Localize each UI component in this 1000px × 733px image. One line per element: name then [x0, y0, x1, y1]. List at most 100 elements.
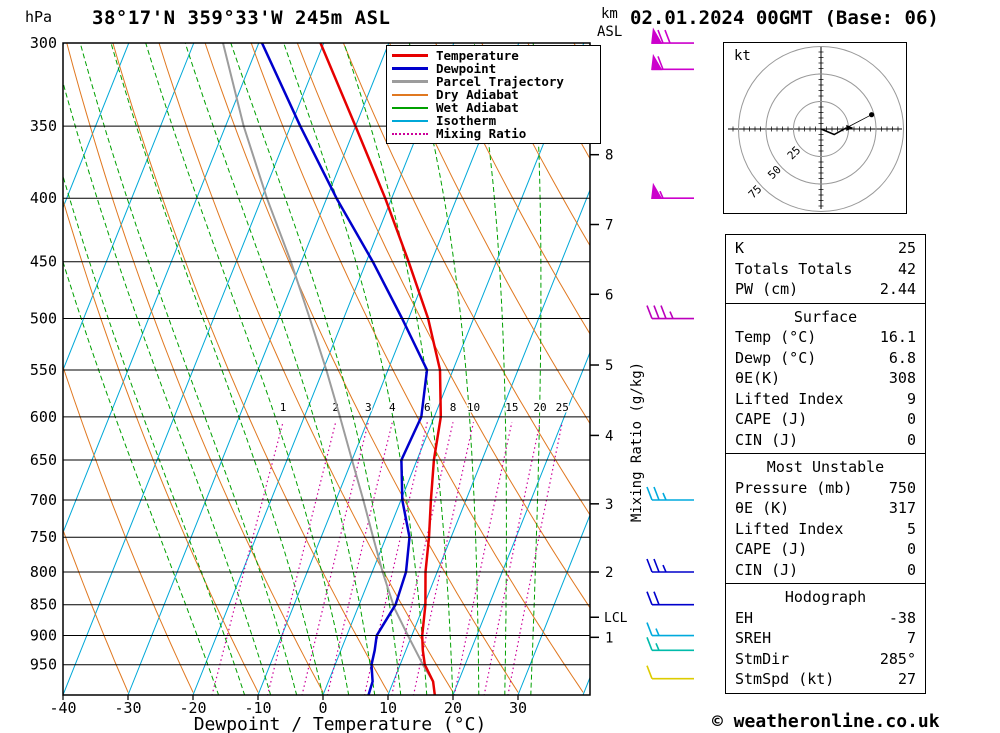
km-tick-label: 7	[605, 218, 613, 234]
pressure-tick-label: 300	[30, 34, 57, 52]
hodograph-ring-label: 75	[746, 183, 765, 202]
mixing-ratio-value-label: 6	[424, 401, 431, 414]
legend-item-label: Temperature	[436, 48, 519, 63]
mixing-ratio-axis-label: Mixing Ratio (g/kg)	[629, 362, 645, 522]
stat-label: StmSpd (kt)	[735, 670, 835, 688]
stat-label: CIN (J)	[735, 560, 799, 579]
most-unstable-box: Most Unstable Pressure (mb) 750 θE (K) 317…	[725, 453, 926, 584]
stat-value: 750	[888, 478, 916, 497]
dry-adiabat-line	[389, 43, 590, 425]
copyright-link[interactable]: © weatheronline.co.uk	[712, 711, 940, 732]
stat-row: EH -38	[735, 608, 916, 629]
stat-row: Pressure (mb) 750	[735, 478, 916, 499]
parcel-line-sample	[392, 80, 428, 83]
legend-item-mixing-ratio: Mixing Ratio	[392, 126, 595, 141]
stat-value: 5	[906, 519, 916, 538]
stat-row: Lifted Index 9	[735, 389, 916, 410]
wind-barb	[646, 665, 694, 680]
wind-barb	[651, 53, 694, 71]
temp-tick-label: -40	[49, 699, 76, 717]
stat-value: 9	[906, 389, 916, 408]
stat-label: StmDir	[735, 649, 790, 668]
stat-value: 16.1	[879, 328, 916, 346]
isotherm-line	[387, 188, 590, 695]
mixing-ratio-line	[267, 422, 337, 695]
wet-adiabat-line	[408, 43, 480, 695]
pressure-tick-label: 550	[30, 361, 57, 379]
wind-barb	[646, 486, 694, 501]
mixing-ratio-value-label: 2	[332, 401, 339, 414]
mixing-ratio-line	[363, 422, 428, 695]
hodograph-stats-box: Hodograph EH -38 SREH 7 StmDir 285° StmSpd …	[725, 583, 926, 694]
dry-adiabat-line	[435, 43, 590, 335]
wet-adiabat-line	[230, 43, 402, 695]
km-tick-label: 6	[605, 287, 613, 303]
stat-value: 317	[888, 499, 916, 517]
wet-adiabat-line	[63, 260, 220, 695]
hodograph-ring	[765, 73, 877, 185]
mixing-ratio-line	[507, 422, 563, 695]
storm-motion-dot	[869, 112, 875, 118]
legend-item-temperature: Temperature	[392, 48, 595, 63]
stat-label: CAPE (J)	[735, 410, 808, 428]
mixing-ratio-line	[412, 422, 475, 695]
x-axis-label: Dewpoint / Temperature (°C)	[194, 714, 487, 733]
dry-adiabat-line	[63, 528, 129, 693]
stat-row: CAPE (J) 0	[735, 539, 916, 560]
stat-value: 2.44	[879, 280, 916, 298]
height-axis-unit: km	[601, 6, 618, 22]
legend: Temperature Dewpoint Parcel Trajectory D…	[386, 45, 601, 144]
stat-label: Lifted Index	[735, 389, 844, 408]
pressure-tick-label: 700	[30, 491, 57, 509]
dry-adiabat-line	[112, 43, 389, 693]
pressure-tick-label: 450	[30, 253, 57, 271]
section-title: Hodograph	[784, 588, 867, 606]
stat-row: θE(K) 308	[735, 368, 916, 389]
stat-value: 308	[888, 369, 916, 387]
mixing-ratio-value-label: 15	[505, 401, 518, 414]
legend-item-label: Mixing Ratio	[436, 126, 527, 141]
stat-row: CIN (J) 0	[735, 430, 916, 451]
stat-label: K	[735, 239, 745, 257]
mixing-ratio-line	[453, 422, 513, 695]
stat-value: 42	[897, 259, 916, 278]
lcl-label: LCL	[604, 611, 628, 626]
pressure-tick-label: 350	[30, 117, 57, 135]
km-tick-label: 2	[605, 565, 613, 581]
pressure-tick-label: 750	[30, 528, 57, 546]
stat-row: CIN (J) 0	[735, 560, 916, 581]
km-tick-label: 4	[605, 428, 613, 444]
wind-barb	[651, 182, 694, 199]
legend-item-isotherm: Isotherm	[392, 113, 595, 128]
mixing-ratio-value-label: 3	[365, 401, 372, 414]
mixing-ratio-line	[326, 422, 393, 695]
km-tick-label: 3	[605, 497, 613, 513]
stat-value: 0	[906, 540, 916, 558]
stat-row: Lifted Index 5	[735, 519, 916, 540]
stat-value: 25	[897, 239, 916, 257]
temperature-line-sample	[392, 54, 428, 57]
isotherm-line	[192, 43, 455, 695]
stat-value: 0	[906, 560, 916, 579]
station-title: 38°17'N 359°33'W 245m ASL	[92, 7, 391, 29]
pressure-tick-label: 400	[30, 189, 57, 207]
stat-row: θE (K) 317	[735, 498, 916, 519]
stat-value: -38	[888, 608, 916, 627]
stat-label: θE (K)	[735, 499, 790, 517]
wet-adiabat-line-sample	[392, 106, 428, 109]
stat-label: Temp (°C)	[735, 328, 817, 346]
wet-adiabat-line	[530, 43, 542, 695]
legend-item-label: Dewpoint	[436, 61, 497, 76]
legend-item-label: Dry Adiabat	[436, 87, 519, 102]
mixing-ratio-value-label: 20	[533, 401, 546, 414]
legend-item-label: Parcel Trajectory	[436, 74, 564, 89]
legend-item-dewpoint: Dewpoint	[392, 61, 595, 76]
wet-adiabat-line	[184, 43, 376, 695]
hodograph-ring-label: 50	[765, 163, 784, 182]
stat-label: PW (cm)	[735, 280, 799, 298]
stat-row: K 25	[735, 238, 916, 259]
hodograph-arrowhead	[846, 124, 854, 131]
wet-adiabat-line	[79, 43, 298, 695]
stat-value: 0	[906, 410, 916, 428]
